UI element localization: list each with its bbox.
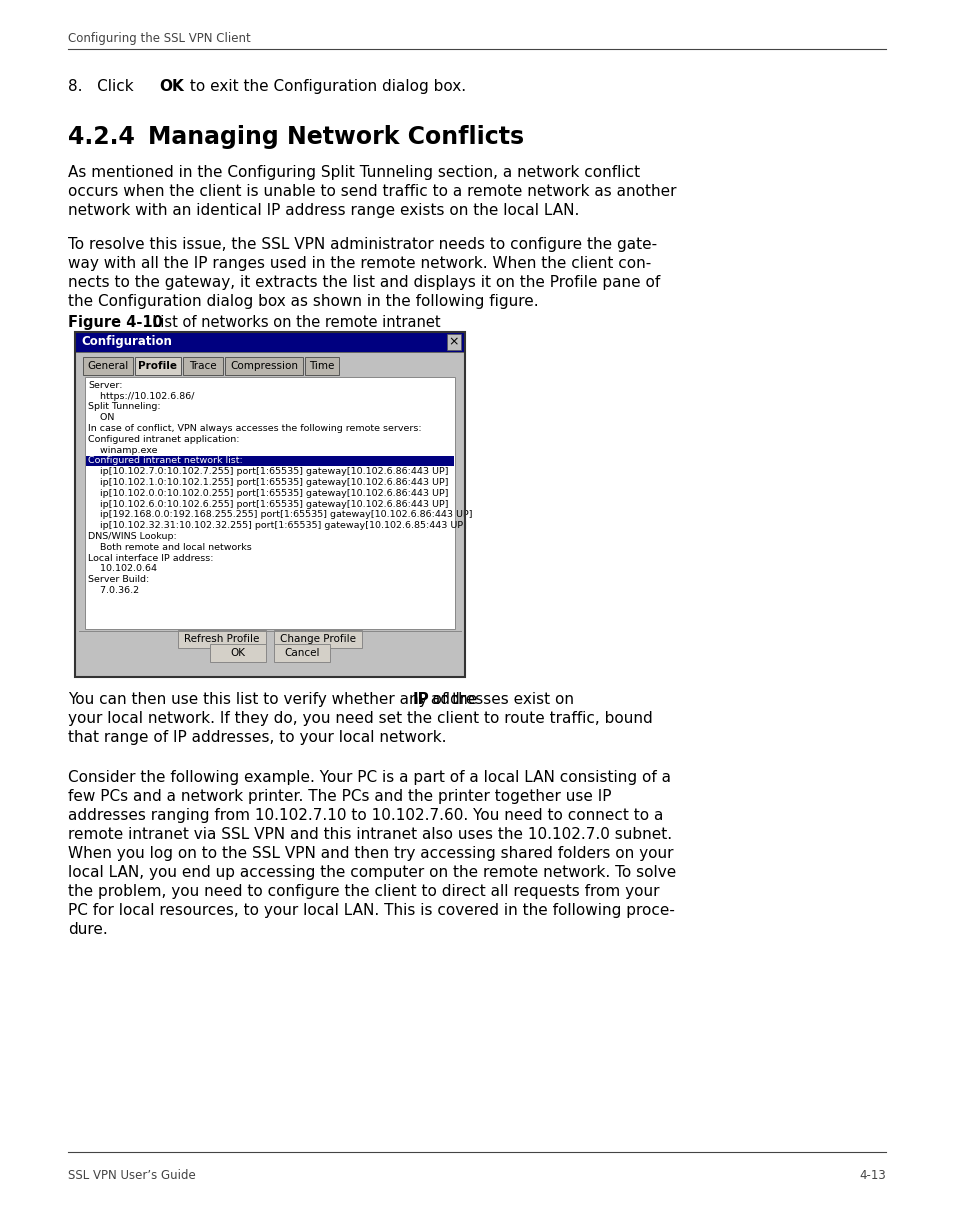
Bar <box>75 333 464 352</box>
Bar <box>274 629 361 648</box>
Text: addresses exist on: addresses exist on <box>426 692 574 707</box>
Text: ip[10.102.6.0:10.102.6.255] port[1:65535] gateway[10.102.6.86:443 UP]: ip[10.102.6.0:10.102.6.255] port[1:65535… <box>88 499 448 509</box>
Bar <box>86 455 454 466</box>
Text: DNS/WINS Lookup:: DNS/WINS Lookup: <box>88 533 176 541</box>
Text: OK: OK <box>231 648 245 658</box>
Text: IP: IP <box>412 692 429 707</box>
Text: ip[10.102.0.0:10.102.0.255] port[1:65535] gateway[10.102.6.86:443 UP]: ip[10.102.0.0:10.102.0.255] port[1:65535… <box>88 488 448 498</box>
Text: Managing Network Conflicts: Managing Network Conflicts <box>148 125 523 148</box>
Text: that range of IP addresses, to your local network.: that range of IP addresses, to your loca… <box>68 730 446 745</box>
Text: Configured intranet application:: Configured intranet application: <box>88 434 239 444</box>
Text: 10.102.0.64: 10.102.0.64 <box>88 564 157 573</box>
Bar <box>85 377 455 629</box>
Text: ip[10.102.1.0:10.102.1.255] port[1:65535] gateway[10.102.6.86:443 UP]: ip[10.102.1.0:10.102.1.255] port[1:65535… <box>88 479 448 487</box>
Text: PC for local resources, to your local LAN. This is covered in the following proc: PC for local resources, to your local LA… <box>68 903 674 918</box>
Text: ON: ON <box>88 413 114 422</box>
Text: 4.2.4: 4.2.4 <box>68 125 134 148</box>
Text: As mentioned in the Configuring Split Tunneling section, a network conflict: As mentioned in the Configuring Split Tu… <box>68 164 639 180</box>
Text: few PCs and a network printer. The PCs and the printer together use IP: few PCs and a network printer. The PCs a… <box>68 789 611 804</box>
Text: Time: Time <box>309 361 335 371</box>
Text: occurs when the client is unable to send traffic to a remote network as another: occurs when the client is unable to send… <box>68 184 676 199</box>
Text: ip[10.102.7.0:10.102.7.255] port[1:65535] gateway[10.102.6.86:443 UP]: ip[10.102.7.0:10.102.7.255] port[1:65535… <box>88 467 448 476</box>
Text: When you log on to the SSL VPN and then try accessing shared folders on your: When you log on to the SSL VPN and then … <box>68 845 673 861</box>
Text: dure.: dure. <box>68 921 108 937</box>
Text: OK: OK <box>159 79 184 94</box>
Text: Server Build:: Server Build: <box>88 575 149 584</box>
Text: In case of conflict, VPN always accesses the following remote servers:: In case of conflict, VPN always accesses… <box>88 425 421 433</box>
Text: To resolve this issue, the SSL VPN administrator needs to configure the gate-: To resolve this issue, the SSL VPN admin… <box>68 237 657 252</box>
Text: remote intranet via SSL VPN and this intranet also uses the 10.102.7.0 subnet.: remote intranet via SSL VPN and this int… <box>68 827 672 842</box>
Bar <box>305 357 338 375</box>
Text: Server:: Server: <box>88 380 122 390</box>
Text: Local interface IP address:: Local interface IP address: <box>88 553 213 563</box>
Text: Figure 4-10: Figure 4-10 <box>68 315 163 330</box>
Text: Refresh Profile: Refresh Profile <box>184 634 259 644</box>
Text: 8.   Click: 8. Click <box>68 79 138 94</box>
Bar <box>83 357 132 375</box>
Text: addresses ranging from 10.102.7.10 to 10.102.7.60. You need to connect to a: addresses ranging from 10.102.7.10 to 10… <box>68 809 662 823</box>
Text: winamp.exe: winamp.exe <box>88 445 157 455</box>
Text: SSL VPN User’s Guide: SSL VPN User’s Guide <box>68 1169 195 1182</box>
Text: Configured intranet network list:: Configured intranet network list: <box>88 456 242 465</box>
Text: Configuration: Configuration <box>81 335 172 348</box>
Text: ×: × <box>448 335 458 348</box>
Text: Split Tunneling:: Split Tunneling: <box>88 402 160 411</box>
Bar <box>178 629 266 648</box>
Text: your local network. If they do, you need set the client to route traffic, bound: your local network. If they do, you need… <box>68 710 652 726</box>
Text: List of networks on the remote intranet: List of networks on the remote intranet <box>143 315 440 330</box>
Bar <box>225 357 303 375</box>
Bar <box>274 644 330 663</box>
Text: Change Profile: Change Profile <box>280 634 355 644</box>
Bar <box>210 644 266 663</box>
Bar <box>75 333 464 677</box>
Text: to exit the Configuration dialog box.: to exit the Configuration dialog box. <box>185 79 466 94</box>
Text: General: General <box>88 361 129 371</box>
Text: 7.0.36.2: 7.0.36.2 <box>88 587 139 595</box>
Text: network with an identical IP address range exists on the local LAN.: network with an identical IP address ran… <box>68 202 578 218</box>
Text: Configuring the SSL VPN Client: Configuring the SSL VPN Client <box>68 32 251 45</box>
Text: 4-13: 4-13 <box>859 1169 885 1182</box>
Text: ip[192.168.0.0:192.168.255.255] port[1:65535] gateway[10.102.6.86:443 UP]: ip[192.168.0.0:192.168.255.255] port[1:6… <box>88 510 472 519</box>
Bar <box>183 357 223 375</box>
Text: https://10.102.6.86/: https://10.102.6.86/ <box>88 391 194 401</box>
Text: Consider the following example. Your PC is a part of a local LAN consisting of a: Consider the following example. Your PC … <box>68 771 670 785</box>
Text: You can then use this list to verify whether any of the: You can then use this list to verify whe… <box>68 692 481 707</box>
Text: ip[10.102.32.31:10.102.32.255] port[1:65535] gateway[10.102.6.85:443 UP]: ip[10.102.32.31:10.102.32.255] port[1:65… <box>88 521 466 530</box>
Bar <box>135 357 181 375</box>
Text: Cancel: Cancel <box>284 648 319 658</box>
Text: Compression: Compression <box>230 361 297 371</box>
Text: way with all the IP ranges used in the remote network. When the client con-: way with all the IP ranges used in the r… <box>68 256 651 271</box>
Text: Trace: Trace <box>189 361 216 371</box>
Text: local LAN, you end up accessing the computer on the remote network. To solve: local LAN, you end up accessing the comp… <box>68 865 676 880</box>
Text: Profile: Profile <box>138 361 177 371</box>
Text: the problem, you need to configure the client to direct all requests from your: the problem, you need to configure the c… <box>68 883 659 899</box>
Bar <box>447 334 460 350</box>
Text: nects to the gateway, it extracts the list and displays it on the Profile pane o: nects to the gateway, it extracts the li… <box>68 275 659 290</box>
Bar <box>75 352 464 677</box>
Text: Both remote and local networks: Both remote and local networks <box>88 542 252 552</box>
Text: the Configuration dialog box as shown in the following figure.: the Configuration dialog box as shown in… <box>68 294 538 309</box>
